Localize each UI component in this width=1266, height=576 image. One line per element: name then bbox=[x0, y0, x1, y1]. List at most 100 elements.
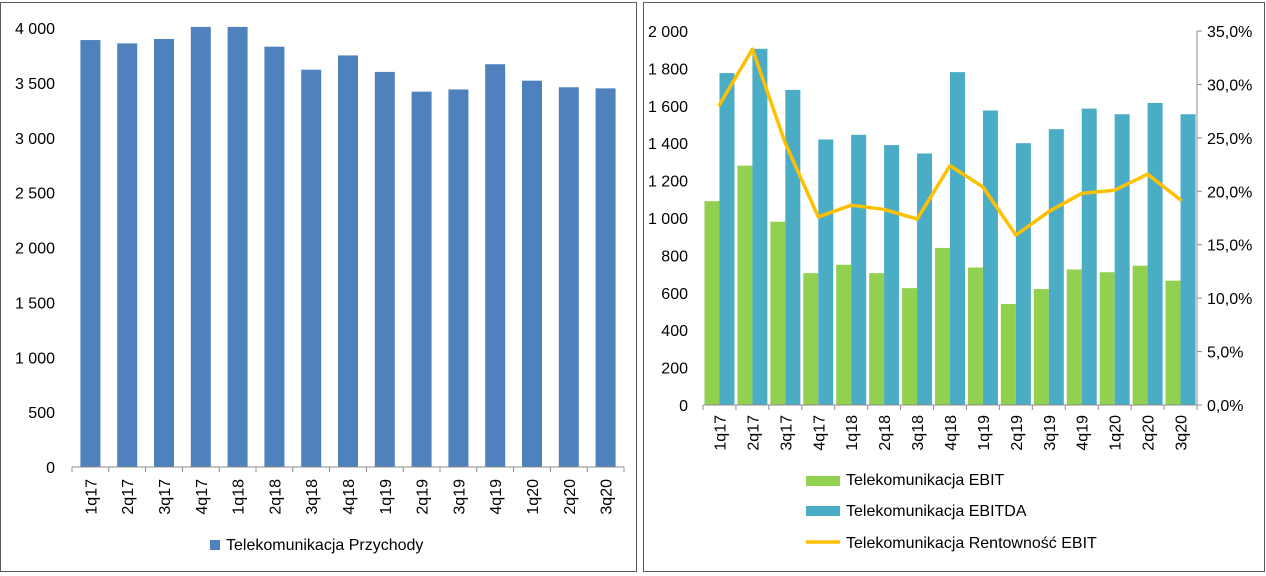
x-tick-label: 2q17 bbox=[745, 415, 762, 451]
legend-swatch-ebit bbox=[806, 476, 840, 486]
ebitda-bar bbox=[1147, 102, 1163, 406]
y2-tick-label: 30,0% bbox=[1207, 77, 1252, 94]
ebit-bar bbox=[737, 165, 753, 405]
ebitda-bar bbox=[917, 153, 933, 405]
ebit-bar bbox=[704, 201, 720, 405]
x-tick-label: 3q20 bbox=[1174, 415, 1191, 451]
x-tick-label: 1q20 bbox=[1108, 415, 1125, 451]
x-tick-label: 4q19 bbox=[1075, 415, 1092, 451]
y-tick-label: 4 000 bbox=[15, 21, 55, 38]
revenue-bar bbox=[190, 26, 211, 468]
x-tick-label: 4q17 bbox=[811, 415, 828, 451]
revenue-chart: 0 500 1 000 1 500 2 000 2 500 3 000 3 500 4 000 1… bbox=[0, 2, 637, 572]
y-tick-label: 0 bbox=[46, 460, 55, 477]
ebit-bar bbox=[902, 288, 918, 405]
y-tick-label: 1 200 bbox=[648, 174, 688, 191]
y-tick-label: 2 500 bbox=[15, 186, 55, 203]
revenue-bar bbox=[448, 89, 469, 468]
x-tick-label: 1q18 bbox=[844, 415, 861, 451]
x-tick-label: 2q18 bbox=[267, 479, 284, 515]
y-tick-label: 200 bbox=[661, 361, 688, 378]
ebitda-bar bbox=[851, 134, 867, 405]
x-tick-label: 3q19 bbox=[1042, 415, 1059, 451]
revenue-chart-svg: 0 500 1 000 1 500 2 000 2 500 3 000 3 500 4 000 1… bbox=[15, 21, 625, 554]
revenue-bar bbox=[80, 40, 101, 467]
y2-tick-label: 15,0% bbox=[1207, 238, 1252, 255]
y-tick-label: 0 bbox=[679, 398, 688, 415]
ebit-bar bbox=[1132, 265, 1148, 405]
y2-tick-label: 25,0% bbox=[1207, 131, 1252, 148]
y-tick-label: 1 000 bbox=[15, 350, 55, 367]
revenue-bar bbox=[301, 69, 322, 467]
revenue-bar bbox=[522, 80, 542, 468]
y2-tick-label: 10,0% bbox=[1207, 291, 1252, 308]
y-tick-label: 1 000 bbox=[648, 211, 688, 228]
revenue-bar bbox=[374, 71, 395, 468]
revenue-bar bbox=[485, 64, 506, 467]
ebitda-bar bbox=[818, 139, 834, 405]
y2-tick-label: 35,0% bbox=[1207, 24, 1252, 41]
ebitda-bar bbox=[982, 110, 998, 405]
x-tick-label: 1q17 bbox=[712, 415, 729, 451]
revenue-bar bbox=[595, 88, 616, 468]
x-tick-label: 3q18 bbox=[304, 479, 321, 515]
ebit-bar bbox=[770, 221, 786, 405]
y-tick-label: 1 800 bbox=[648, 61, 688, 78]
ebit-bar bbox=[1033, 289, 1049, 405]
ebit-bar bbox=[1099, 272, 1115, 405]
y-tick-label: 3 000 bbox=[15, 131, 55, 148]
y-tick-label: 1 600 bbox=[648, 99, 688, 116]
ebitda-bar bbox=[1180, 114, 1196, 405]
revenue-bar bbox=[154, 38, 174, 467]
x-tick-label: 2q19 bbox=[1009, 415, 1026, 451]
legend-swatch-ebitda bbox=[806, 506, 840, 516]
ebitda-bar bbox=[884, 145, 900, 405]
x-tick-label: 1q17 bbox=[83, 479, 100, 515]
ebit-bar bbox=[1000, 304, 1016, 405]
x-tick-label: 3q17 bbox=[778, 415, 795, 451]
x-tick-label: 1q19 bbox=[976, 415, 993, 451]
x-tick-label: 3q20 bbox=[599, 479, 616, 515]
legend-label-ebit: Telekomunikacja EBIT bbox=[846, 472, 1005, 489]
y-tick-label: 500 bbox=[28, 405, 55, 422]
x-tick-label: 2q19 bbox=[415, 479, 432, 515]
legend-label-ebit-margin: Telekomunikacja Rentowność EBIT bbox=[846, 535, 1097, 552]
ebitda-bar bbox=[1015, 143, 1031, 405]
legend-label-ebitda: Telekomunikacja EBITDA bbox=[846, 503, 1027, 520]
y2-tick-label: 5,0% bbox=[1207, 345, 1243, 362]
revenue-bar bbox=[117, 43, 138, 468]
revenue-bar bbox=[411, 91, 432, 467]
y2-tick-label: 0,0% bbox=[1207, 398, 1243, 415]
ebit-bar bbox=[803, 273, 819, 405]
ebitda-bar bbox=[785, 89, 801, 405]
x-tick-label: 1q20 bbox=[525, 479, 542, 515]
revenue-bar bbox=[338, 55, 358, 467]
ebitda-bar bbox=[752, 48, 768, 405]
x-tick-label: 1q19 bbox=[378, 479, 395, 515]
revenue-bar bbox=[558, 87, 579, 467]
revenue-bar bbox=[264, 46, 285, 467]
y-tick-label: 2 000 bbox=[15, 241, 55, 258]
y-tick-label: 600 bbox=[661, 286, 688, 303]
ebit-bar bbox=[1165, 280, 1181, 405]
x-tick-label: 2q20 bbox=[562, 479, 579, 515]
legend-label-revenue: Telekomunikacja Przychody bbox=[226, 537, 423, 554]
ebitda-bar bbox=[1081, 108, 1097, 405]
x-tick-label: 2q18 bbox=[877, 415, 894, 451]
ebitda-bar bbox=[1114, 114, 1130, 405]
x-tick-label: 3q18 bbox=[910, 415, 927, 451]
ebit-bar bbox=[1066, 269, 1082, 405]
ebitda-bar bbox=[1048, 129, 1064, 406]
y-tick-label: 1 500 bbox=[15, 295, 55, 312]
ebitda-bar bbox=[719, 73, 735, 405]
x-tick-label: 4q19 bbox=[488, 479, 505, 515]
x-tick-label: 1q18 bbox=[231, 479, 248, 515]
x-tick-label: 2q17 bbox=[120, 479, 137, 515]
ebit-ebitda-chart-svg: 0 200 400 600 800 1 000 1 200 1 400 1 600 1 800 2 … bbox=[648, 24, 1252, 552]
x-tick-label: 2q20 bbox=[1141, 415, 1158, 451]
y-tick-label: 2 000 bbox=[648, 24, 688, 41]
x-tick-label: 4q17 bbox=[194, 479, 211, 515]
y2-tick-label: 20,0% bbox=[1207, 184, 1252, 201]
ebit-margin-line bbox=[717, 47, 1183, 237]
x-tick-label: 3q17 bbox=[157, 479, 174, 515]
